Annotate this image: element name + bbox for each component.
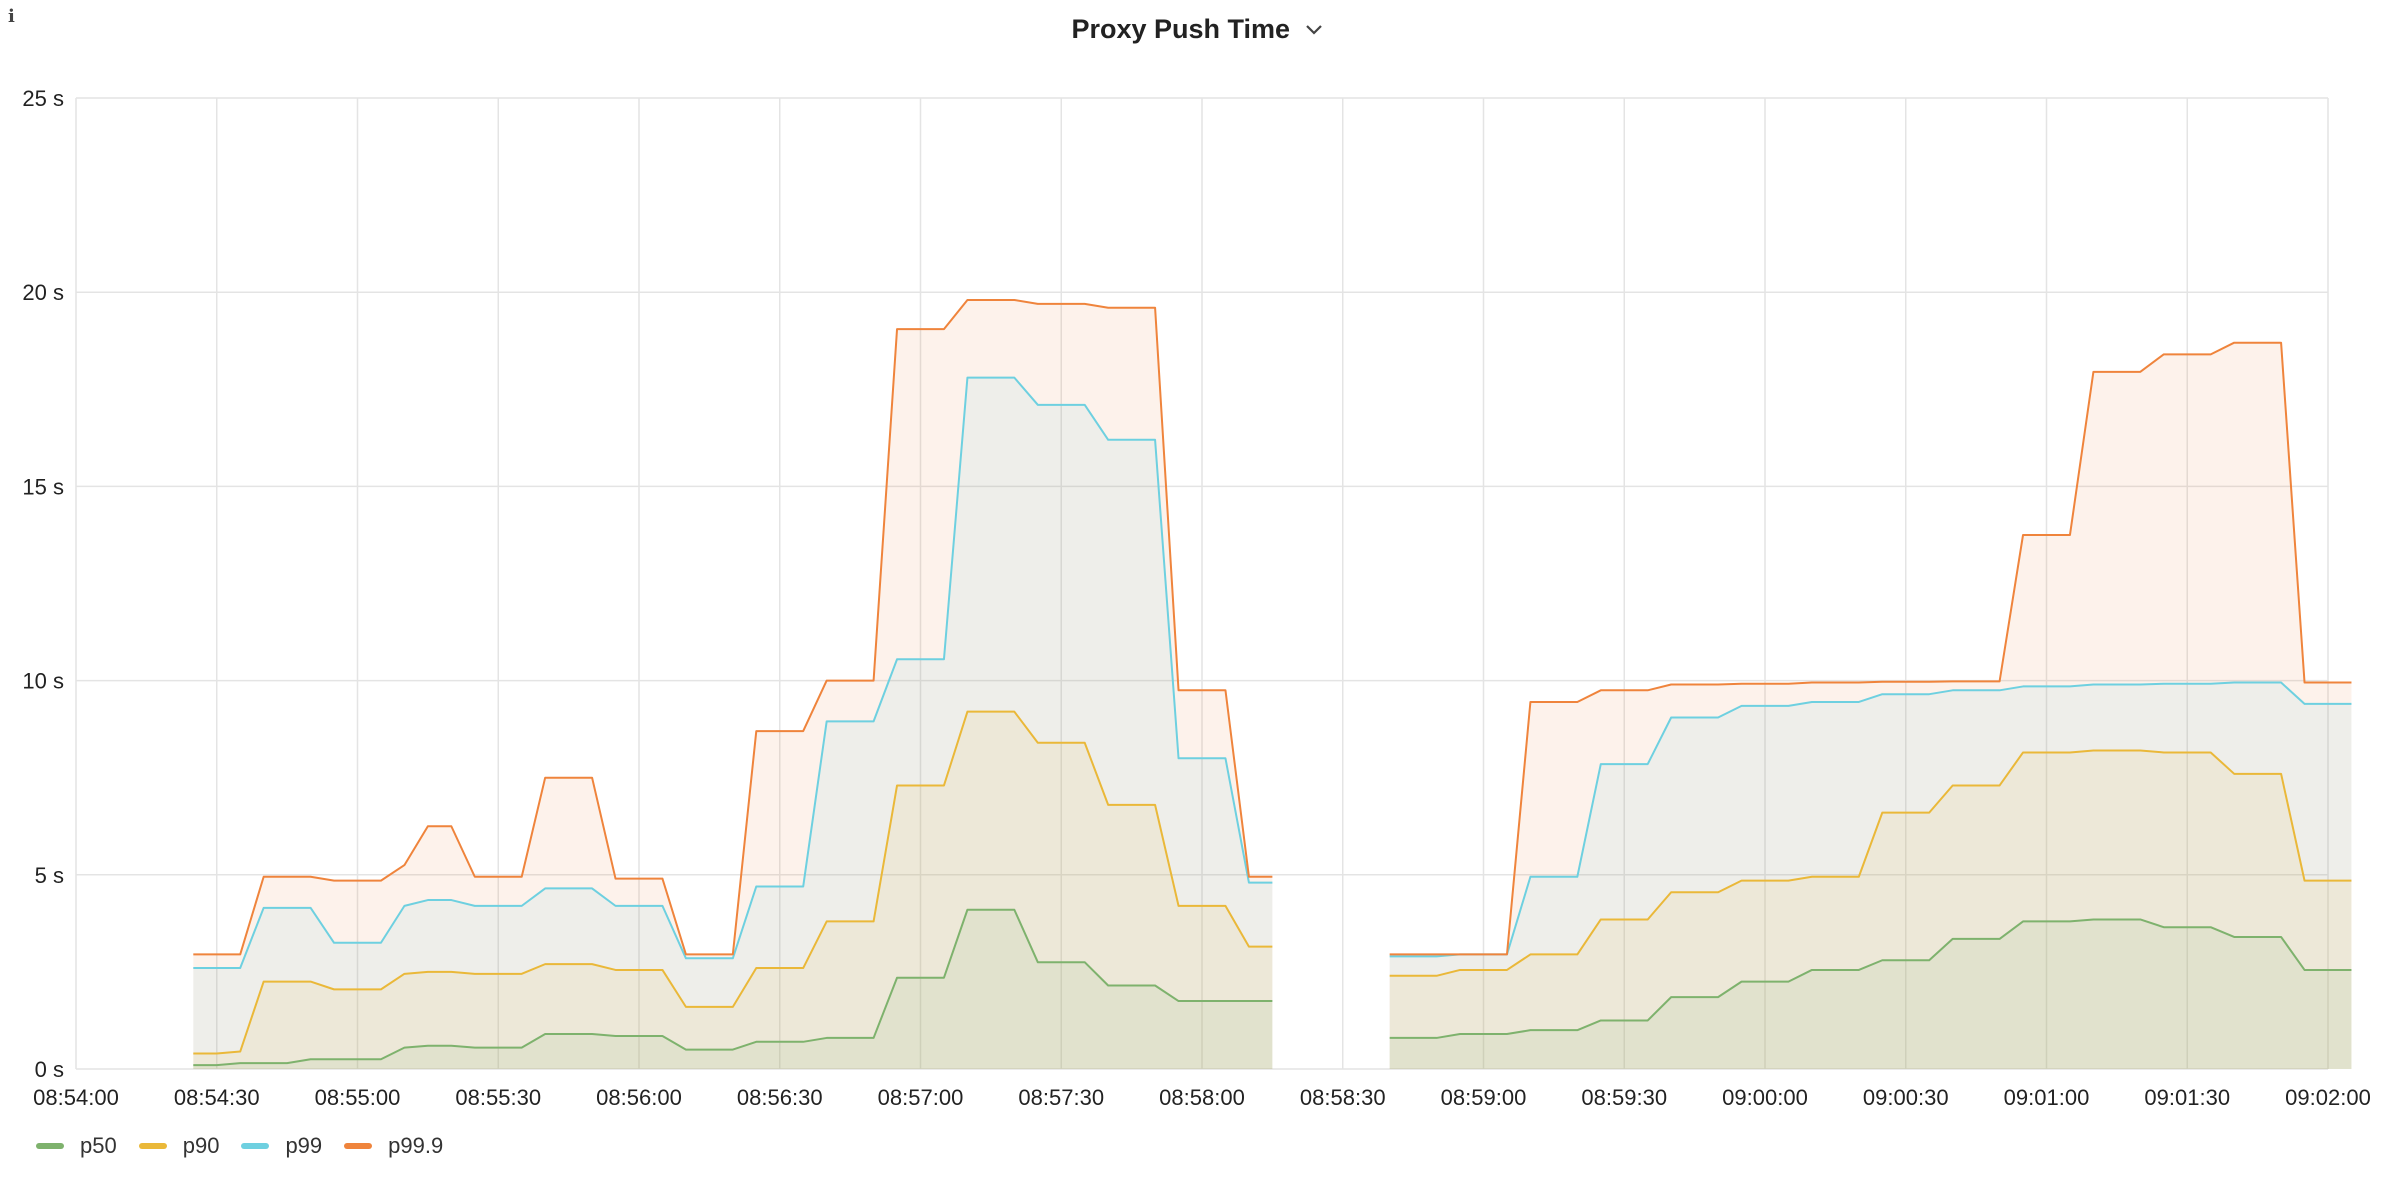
chevron-down-icon	[1305, 24, 1322, 35]
series-area-p99.9	[1389, 342, 2352, 1069]
legend-label: p99.9	[388, 1133, 444, 1158]
y-tick-label: 10 s	[22, 669, 64, 694]
series-area-p99	[193, 377, 1273, 1069]
legend-swatch	[138, 1143, 167, 1149]
info-icon[interactable]: i	[8, 6, 15, 27]
series-line-p99.9	[193, 298, 1273, 956]
series-area-p90	[1389, 750, 2352, 1069]
legend-label: p90	[182, 1133, 220, 1158]
series-line-p50	[193, 908, 1273, 1067]
y-tick-label: 0 s	[35, 1057, 64, 1082]
series-area-p99.9	[193, 299, 1273, 1069]
x-tick-label: 08:58:00	[1159, 1085, 1245, 1110]
x-tick-label: 08:56:00	[596, 1085, 682, 1110]
series-area-p50	[1389, 919, 2352, 1069]
legend-item-p50[interactable]: p50	[36, 1133, 117, 1159]
x-tick-label: 09:01:00	[2004, 1085, 2090, 1110]
legend-label: p50	[80, 1133, 117, 1158]
series-line-p99.9	[1389, 341, 2352, 956]
x-tick-label: 08:54:00	[33, 1085, 119, 1110]
x-tick-label: 08:59:30	[1581, 1085, 1667, 1110]
x-tick-label: 09:02:00	[2285, 1085, 2371, 1110]
legend-label: p99	[285, 1133, 323, 1158]
y-tick-label: 25 s	[22, 86, 64, 111]
series-line-p50	[1389, 918, 2352, 1039]
panel-title: Proxy Push Time	[1071, 14, 1291, 44]
y-tick-label: 5 s	[35, 863, 64, 888]
x-tick-label: 08:57:00	[878, 1085, 964, 1110]
series-line-p90	[193, 710, 1273, 1055]
series-line-p99	[193, 376, 1273, 970]
x-tick-label: 08:59:00	[1441, 1085, 1527, 1110]
x-tick-label: 08:58:30	[1300, 1085, 1386, 1110]
x-tick-label: 08:57:30	[1018, 1085, 1104, 1110]
series-area-p90	[193, 711, 1273, 1069]
legend-swatch	[241, 1143, 270, 1149]
x-tick-label: 08:56:30	[737, 1085, 823, 1110]
x-tick-label: 08:55:30	[455, 1085, 541, 1110]
x-tick-label: 09:00:30	[1863, 1085, 1949, 1110]
panel-title-menu[interactable]: Proxy Push Time	[1071, 14, 1322, 45]
series-area-p99	[1389, 682, 2352, 1069]
legend: p50 p90 p99 p99.9	[36, 1128, 443, 1164]
series-area-p50	[193, 909, 1273, 1069]
legend-swatch	[344, 1143, 373, 1149]
legend-item-p99[interactable]: p99	[241, 1133, 322, 1159]
x-tick-label: 09:00:00	[1722, 1085, 1808, 1110]
series-line-p90	[1389, 749, 2352, 977]
series-line-p99	[1389, 681, 2352, 958]
legend-item-p90[interactable]: p90	[138, 1133, 220, 1159]
x-tick-label: 09:01:30	[2144, 1085, 2230, 1110]
y-tick-label: 15 s	[22, 474, 64, 499]
legend-swatch	[36, 1143, 64, 1149]
x-tick-label: 08:54:30	[174, 1085, 260, 1110]
y-tick-label: 20 s	[22, 280, 64, 305]
x-tick-label: 08:55:00	[315, 1085, 401, 1110]
legend-item-p99.9[interactable]: p99.9	[344, 1133, 443, 1159]
